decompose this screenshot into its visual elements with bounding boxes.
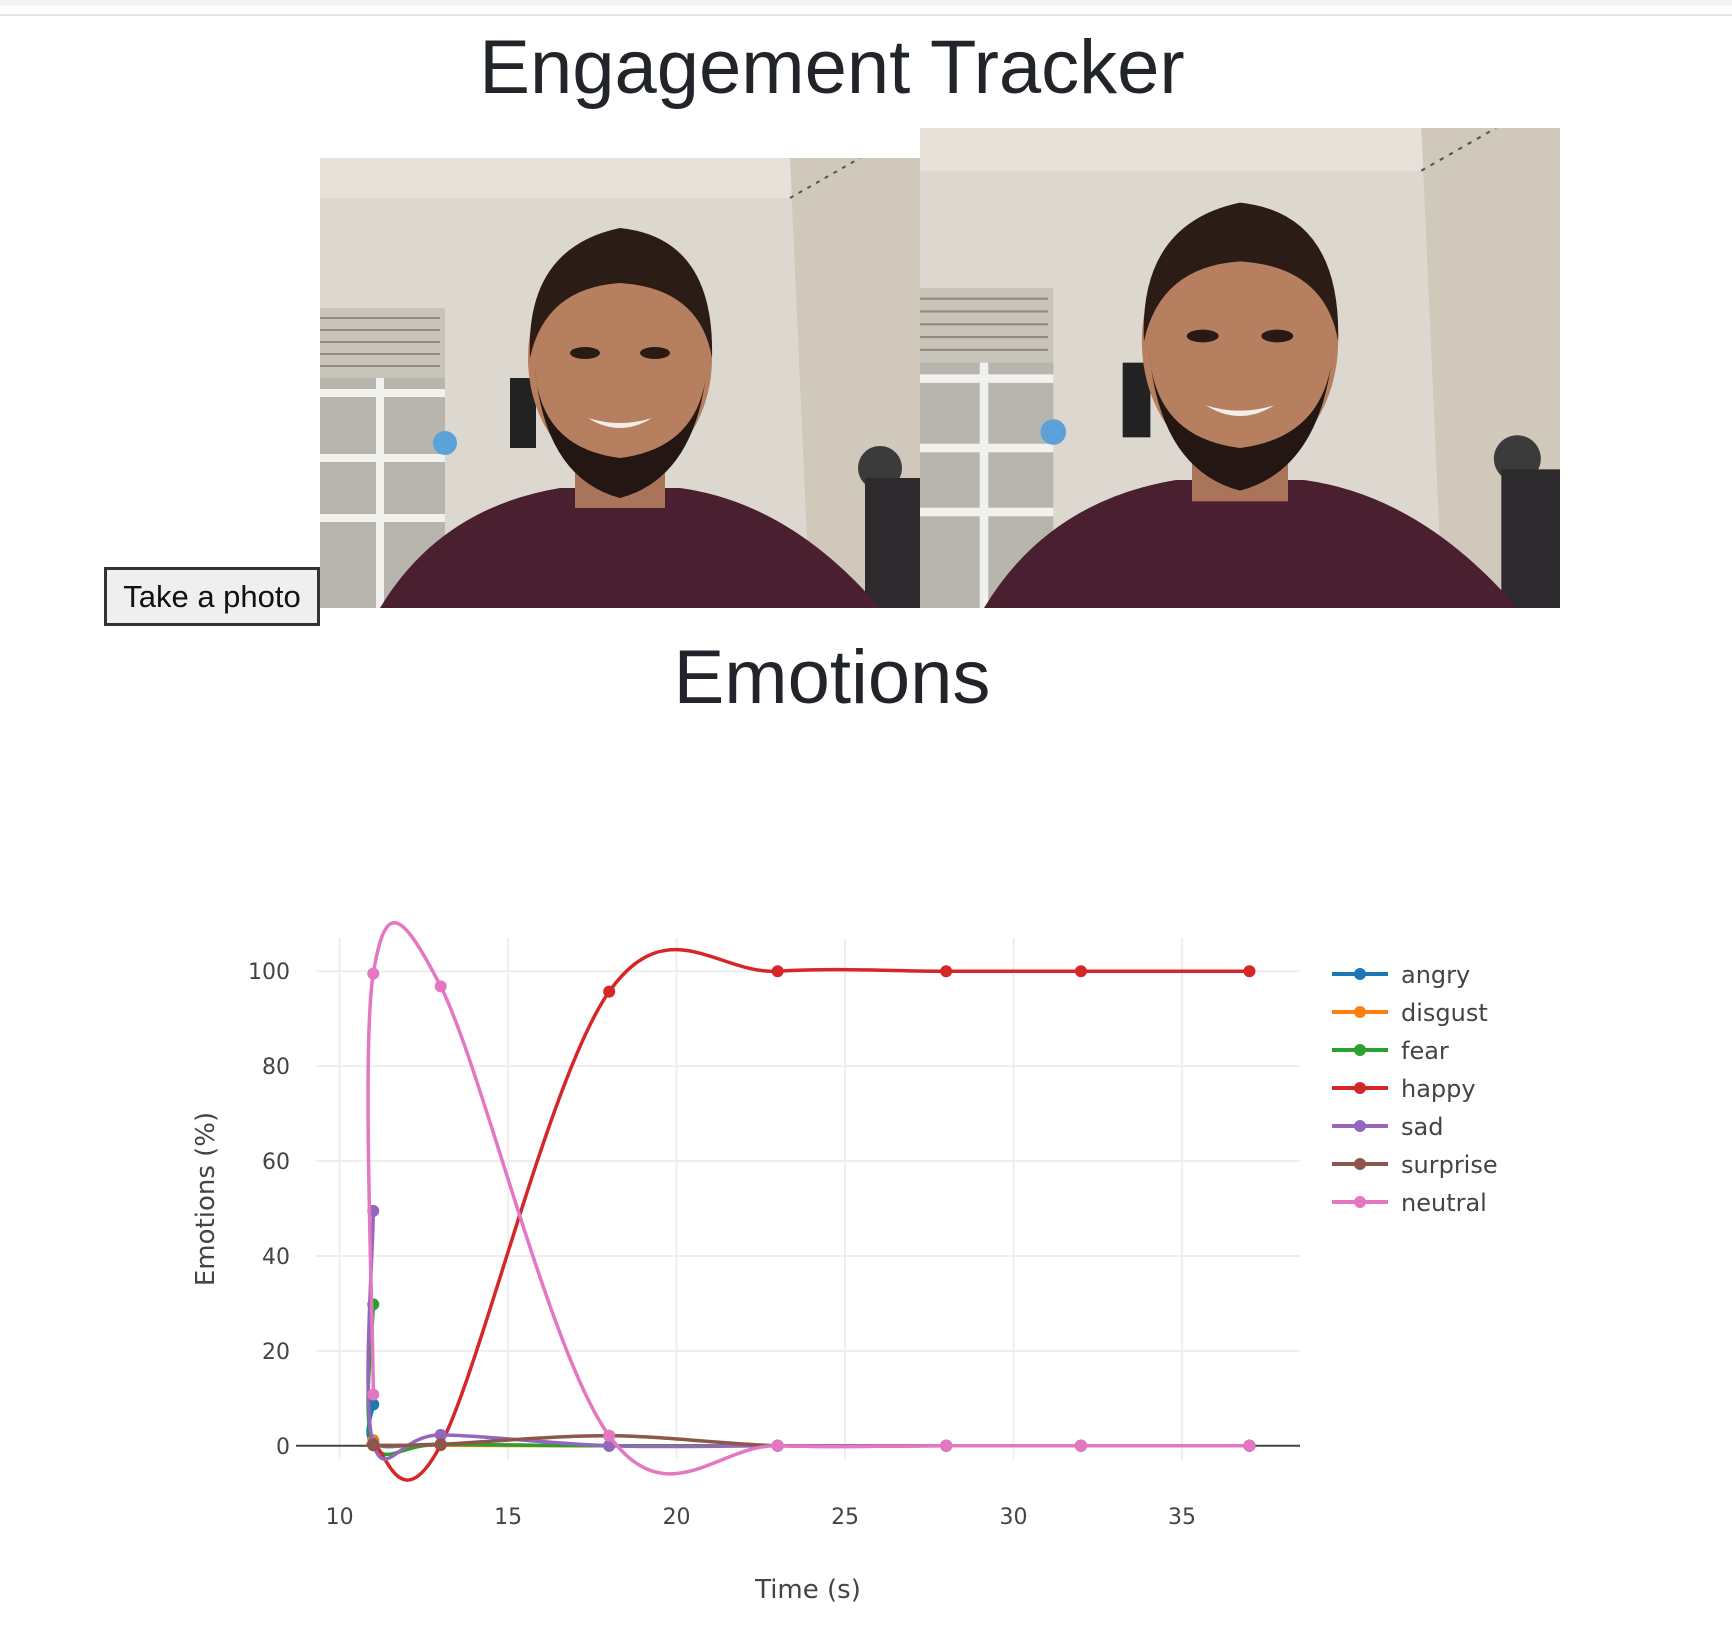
x-tick-label: 35: [1168, 1505, 1196, 1530]
page-title: Engagement Tracker: [479, 25, 1185, 110]
browser-top-strip: [0, 0, 1732, 6]
legend-label-surprise: surprise: [1401, 1151, 1498, 1179]
series-line-sad: [366, 1210, 1250, 1461]
captured-photo: [920, 128, 1560, 608]
data-point-happy: [940, 965, 953, 978]
legend-marker-disgust: [1354, 1006, 1366, 1018]
data-point-neutral: [1243, 1439, 1256, 1452]
data-point-neutral: [434, 980, 447, 993]
data-point-neutral: [367, 967, 380, 980]
data-point-happy: [771, 965, 784, 978]
emotions-chart: 10 15 20 25 30 35 0 20 40 60 80 100 Time (s) Emotions…: [0, 900, 1732, 1634]
legend-marker-happy: [1354, 1082, 1366, 1094]
data-point-neutral: [367, 1388, 380, 1401]
y-tick-label: 80: [262, 1055, 290, 1080]
x-tick-label: 10: [326, 1505, 354, 1530]
y-tick-label: 20: [262, 1340, 290, 1365]
legend-label-sad: sad: [1401, 1113, 1443, 1141]
data-point-surprise: [434, 1438, 447, 1451]
data-point-surprise: [367, 1439, 380, 1452]
x-tick-label: 30: [1000, 1505, 1028, 1530]
series-line-neutral: [366, 921, 1250, 1476]
data-point-sad: [434, 1428, 447, 1441]
series-line-fear: [366, 1304, 1250, 1457]
legend-label-neutral: neutral: [1401, 1189, 1487, 1217]
data-point-neutral: [771, 1439, 784, 1452]
section-title-emotions: Emotions: [673, 635, 991, 720]
legend-marker-angry: [1354, 968, 1366, 980]
top-divider: [0, 14, 1732, 16]
x-axis-title: Time (s): [754, 1575, 861, 1605]
x-tick-label: 15: [494, 1505, 522, 1530]
y-tick-label: 100: [248, 960, 290, 985]
legend-label-angry: angry: [1401, 961, 1470, 989]
legend-marker-sad: [1354, 1120, 1366, 1132]
data-point-neutral: [603, 1429, 616, 1442]
legend-label-fear: fear: [1401, 1037, 1449, 1065]
take-photo-button[interactable]: Take a photo: [104, 567, 320, 626]
legend-marker-surprise: [1354, 1158, 1366, 1170]
x-tick-label: 25: [831, 1505, 859, 1530]
y-tick-label: 40: [262, 1245, 290, 1270]
x-tick-label: 20: [663, 1505, 691, 1530]
y-axis-title: Emotions (%): [191, 1112, 221, 1286]
data-point-happy: [603, 985, 616, 998]
data-point-happy: [1243, 965, 1256, 978]
y-tick-label: 0: [276, 1435, 290, 1460]
webcam-feed: [320, 158, 920, 608]
legend-marker-neutral: [1354, 1196, 1366, 1208]
data-point-neutral: [940, 1439, 953, 1452]
data-point-happy: [1074, 965, 1087, 978]
data-point-neutral: [1074, 1439, 1087, 1452]
series-line-happy: [366, 947, 1250, 1482]
legend-marker-fear: [1354, 1044, 1366, 1056]
y-tick-label: 60: [262, 1150, 290, 1175]
legend-label-disgust: disgust: [1401, 999, 1488, 1027]
data-point-sad: [603, 1439, 616, 1452]
legend-label-happy: happy: [1401, 1075, 1476, 1103]
emotions-chart-svg: 10 15 20 25 30 35 0 20 40 60 80 100 Time (s) Emotions…: [191, 921, 1498, 1605]
